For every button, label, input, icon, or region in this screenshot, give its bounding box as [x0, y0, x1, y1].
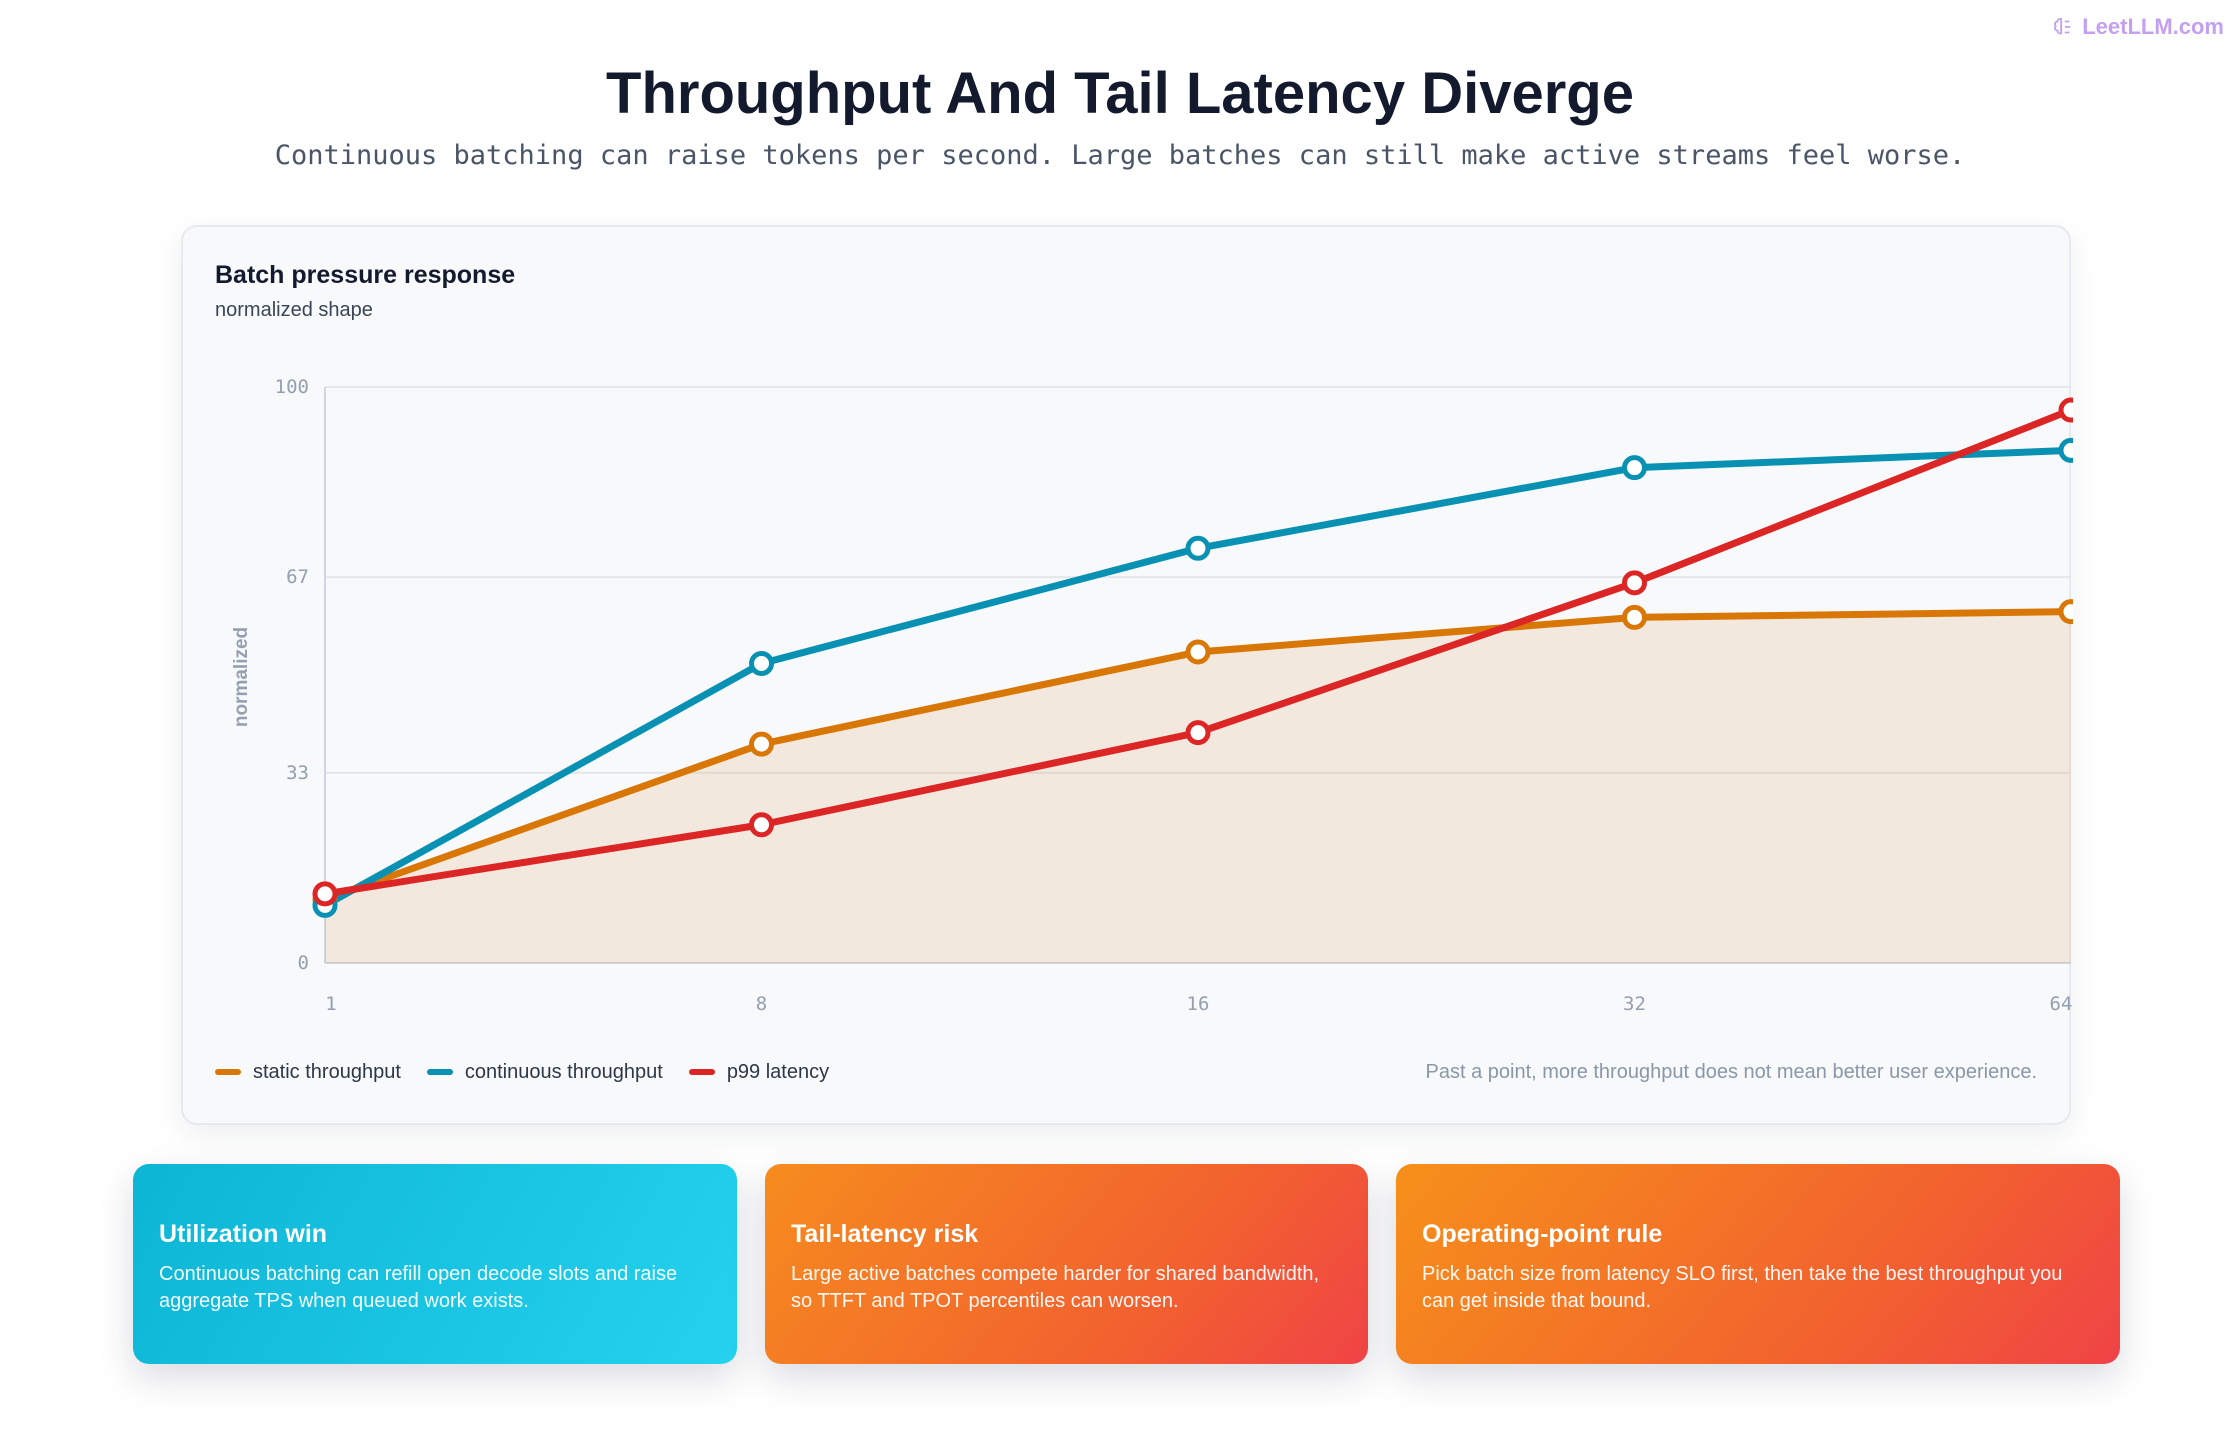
legend-label: continuous throughput [464, 1060, 663, 1083]
data-point [312, 881, 338, 907]
y-tick-label: 0 [298, 952, 309, 974]
data-point [1185, 535, 1211, 561]
brand-logo: LeetLLM.com [2052, 14, 2224, 40]
y-tick-label: 100 [275, 376, 309, 398]
data-point [749, 812, 774, 838]
chart-legend: static throughput continuous throughput p9… [215, 1057, 829, 1087]
y-tick-label: 67 [286, 566, 309, 588]
data-point [1622, 604, 1647, 630]
card-text: Continuous batching can refill open deco… [159, 1263, 678, 1312]
card-utilization-win: Utilization win Continuous batching can … [133, 1164, 737, 1364]
series-area [325, 611, 2071, 963]
y-tick-label: 33 [286, 762, 309, 784]
card-title: Utilization win [159, 1220, 328, 1248]
data-point [2058, 397, 2073, 423]
data-point [2058, 599, 2073, 625]
legend-swatch [688, 1069, 715, 1075]
data-point [1622, 455, 1647, 481]
data-point [749, 650, 774, 676]
legend-label: static throughput [253, 1060, 401, 1083]
data-point [1185, 639, 1211, 665]
page-title: Throughput And Tail Latency Diverge [606, 61, 1634, 126]
chart-note: Past a point, more throughput does not m… [1425, 1061, 2037, 1083]
page-subtitle: Continuous batching can raise tokens per… [274, 140, 1966, 171]
x-tick-label: 8 [756, 993, 767, 1015]
data-point [1185, 720, 1211, 746]
card-title: Tail-latency risk [791, 1220, 979, 1248]
card-text: Large active batches compete harder for … [791, 1263, 1320, 1312]
card-tail-latency-risk: Tail-latency risk Large active batches c… [765, 1164, 1368, 1364]
card-operating-point-rule: Operating-point rule Pick batch size fro… [1396, 1164, 2120, 1364]
data-point [1622, 570, 1647, 596]
brain-icon [2054, 17, 2071, 35]
legend-item: static throughput [215, 1061, 401, 1084]
x-tick-label: 32 [1623, 993, 1646, 1015]
line-chart: 0 33 67 100 1 8 16 32 64 normalized [231, 376, 2073, 1015]
legend-item: continuous throughput [426, 1060, 663, 1084]
legend-swatch [426, 1069, 453, 1075]
chart-title: Batch pressure response [215, 261, 516, 289]
legend-item: p99 latency [688, 1060, 830, 1084]
card-text: Pick batch size from latency SLO first, … [1422, 1263, 2063, 1312]
x-tick-label: 16 [1187, 993, 1210, 1015]
data-point [2058, 437, 2073, 463]
legend-swatch [215, 1069, 241, 1075]
x-tick-label: 64 [2050, 993, 2073, 1015]
card-title: Operating-point rule [1422, 1220, 1663, 1248]
brand-label: LeetLLM.com [2082, 14, 2224, 39]
x-tick-label: 1 [325, 993, 336, 1015]
chart-subtitle: normalized shape [215, 299, 373, 321]
y-axis-label: normalized [231, 627, 252, 727]
data-point [749, 731, 774, 757]
chart-panel: Batch pressure response normalized shape… [181, 225, 2073, 1125]
legend-label: p99 latency [726, 1060, 830, 1083]
